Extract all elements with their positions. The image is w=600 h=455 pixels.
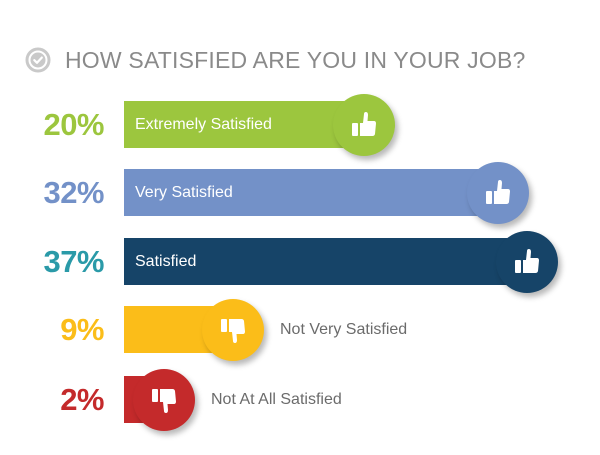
bar-row-satisfied: 37% Satisfied xyxy=(0,231,600,293)
thumbs-down-icon xyxy=(152,389,176,413)
bar-label: Not At All Satisfied xyxy=(211,391,342,408)
bar-row-not-at-all-satisfied: 2% Not At All Satisfied xyxy=(0,369,600,431)
bar-label: Not Very Satisfied xyxy=(280,321,408,338)
bar-label: Very Satisfied xyxy=(135,184,233,201)
percent-value: 9% xyxy=(60,312,104,347)
thumbs-up-icon xyxy=(515,249,539,273)
bar-row-very-satisfied: 32% Very Satisfied xyxy=(0,162,600,224)
bar-row-not-very-satisfied: 9% Not Very Satisfied xyxy=(0,299,600,361)
bar-label: Extremely Satisfied xyxy=(135,116,272,133)
bar xyxy=(124,238,527,285)
percent-value: 2% xyxy=(60,382,104,417)
bar-label: Satisfied xyxy=(135,253,197,270)
percent-value: 32% xyxy=(43,175,104,210)
thumbs-down-badge xyxy=(202,299,264,361)
percent-value: 20% xyxy=(43,107,104,142)
bar xyxy=(124,169,498,216)
percent-value: 37% xyxy=(43,244,104,279)
thumbs-up-icon xyxy=(352,112,376,136)
bar-row-extremely-satisfied: 20% Extremely Satisfied xyxy=(0,94,600,156)
chart-header: HOW SATISFIED ARE YOU IN YOUR JOB? xyxy=(25,44,526,76)
chart-title: HOW SATISFIED ARE YOU IN YOUR JOB? xyxy=(65,46,526,73)
thumbs-up-badge xyxy=(467,162,529,224)
check-circle-icon xyxy=(25,47,51,73)
thumbs-down-icon xyxy=(221,319,245,343)
thumbs-up-badge xyxy=(496,231,558,293)
bar xyxy=(124,101,364,148)
thumbs-up-badge xyxy=(333,94,395,156)
thumbs-down-badge xyxy=(133,369,195,431)
thumbs-up-icon xyxy=(486,180,510,204)
